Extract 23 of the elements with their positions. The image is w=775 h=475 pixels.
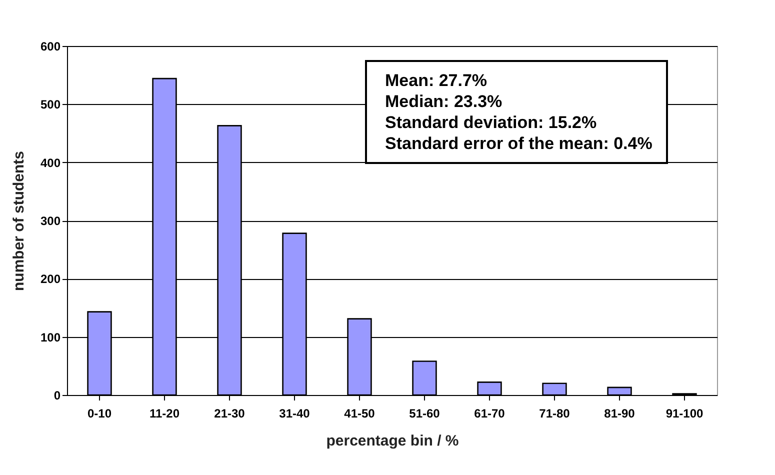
x-tick-label: 91-100 [666,406,704,420]
y-tick-label: 300 [40,214,61,228]
annotation: Mean: 27.7% [385,70,488,91]
x-tick-label: 51-60 [409,406,440,420]
x-tick-label: 21-30 [214,406,246,420]
y-tick-label: 600 [40,40,61,54]
x-tick-label: 11-20 [149,406,180,420]
y-tick-label: 100 [40,330,61,344]
x-axis-title: percentage bin / % [326,432,459,450]
x-tick-label: 71-80 [539,406,570,420]
x-tick-label: 61-70 [474,406,506,420]
x-tick-label: 0-10 [87,406,112,420]
y-tick-label: 0 [54,388,61,402]
x-tick-label: 81-90 [604,406,636,420]
y-axis-title: number of students [10,150,28,292]
y-tick-label: 400 [40,156,61,170]
annotation: Standard error of the mean: 0.4% [385,133,652,154]
y-tick-label: 200 [40,272,61,286]
x-tick-label: 41-50 [344,406,376,420]
annotation: Median: 23.3% [385,91,504,112]
x-tick-label: 31-40 [279,406,310,420]
annotation: Standard deviation: 15.2% [385,112,598,133]
y-tick-label: 500 [40,98,61,112]
